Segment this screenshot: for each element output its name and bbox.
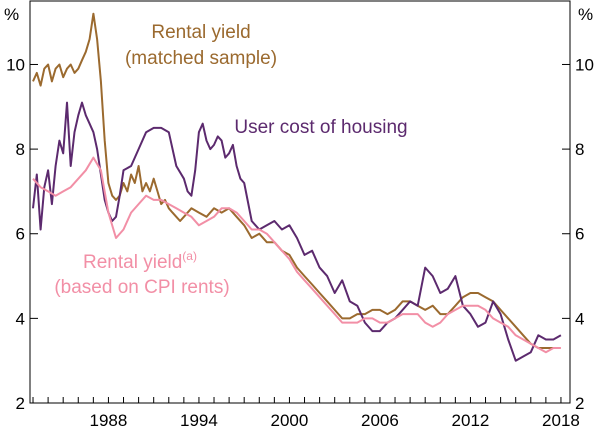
x-tick-label: 2012 <box>452 411 490 430</box>
x-tick-label: 2006 <box>361 411 399 430</box>
label-rental-cpi-line1: Rental yield(a) <box>83 249 197 273</box>
x-tick-label: 2018 <box>542 411 580 430</box>
x-axis: 1988 1994 2000 2006 2012 2018 <box>32 397 580 430</box>
y-tick-label-right: 8 <box>575 140 584 159</box>
y-tick-label-left: 4 <box>16 309 25 328</box>
y-tick-label-left: 6 <box>16 225 25 244</box>
y-unit-right: % <box>578 5 593 24</box>
y-tick-label-right: 2 <box>575 394 584 413</box>
label-user-cost: User cost of housing <box>234 117 407 138</box>
x-tick-label: 1988 <box>90 411 128 430</box>
label-rental-cpi-main: Rental yield <box>83 252 182 273</box>
y-tick-label-right: 4 <box>575 309 584 328</box>
y-axis-right: 2 4 6 8 10 <box>562 55 594 413</box>
y-unit-left: % <box>4 5 19 24</box>
y-tick-label-right: 10 <box>575 55 594 74</box>
label-rental-matched-line2: (matched sample) <box>125 48 277 69</box>
label-rental-cpi-line2: (based on CPI rents) <box>54 277 229 298</box>
label-rental-matched-line1: Rental yield <box>151 22 250 43</box>
series-layer <box>32 12 562 362</box>
y-axis-left: 2 4 6 8 10 <box>6 55 38 413</box>
y-tick-label-left: 8 <box>16 140 25 159</box>
y-tick-label-right: 6 <box>575 225 584 244</box>
plot-frame <box>29 0 571 404</box>
series-rental-yield-matched <box>32 12 554 349</box>
y-tick-label-left: 2 <box>16 394 25 413</box>
series-user-cost <box>32 101 562 362</box>
x-tick-label: 1994 <box>180 411 218 430</box>
label-rental-cpi-sup: (a) <box>182 249 197 263</box>
y-tick-label-left: 10 <box>6 55 25 74</box>
x-tick-label: 2000 <box>271 411 309 430</box>
series-rental-yield-cpi <box>32 156 561 354</box>
